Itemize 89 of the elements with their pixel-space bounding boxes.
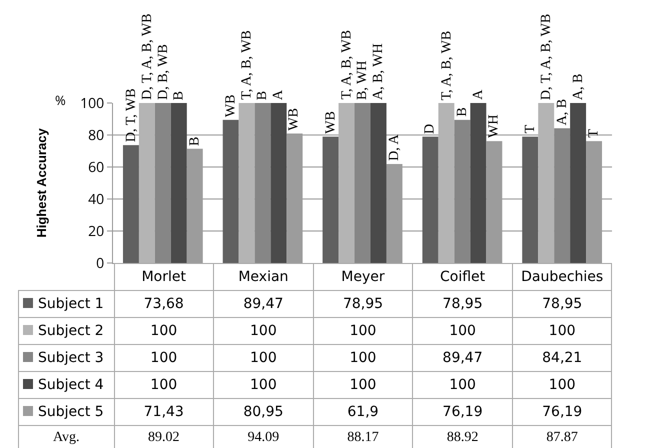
data-label: 76,19 (512, 398, 612, 426)
text: 88.92 (412, 426, 512, 448)
text: 88.17 (313, 426, 413, 448)
legend-label: Subject 2 (18, 318, 114, 344)
text: D, T, A, B, WB (140, 14, 155, 100)
bar (522, 136, 538, 263)
text: A, B, WH (370, 43, 386, 100)
annotation: WB (286, 108, 302, 131)
text: 94.09 (214, 426, 314, 448)
bar (570, 103, 586, 263)
y-tick-label: 20 (88, 222, 104, 241)
bar (270, 103, 287, 263)
legend-label: Subject 3 (18, 344, 114, 372)
data-label: 61,9 (313, 398, 413, 426)
x-tick-label: Morlet (114, 264, 214, 290)
text: B (255, 90, 270, 100)
data-label: 100 (114, 344, 214, 372)
bar (354, 103, 370, 263)
y-axis-title: Highest Accuracy (34, 128, 50, 238)
bar (122, 145, 139, 263)
annotation: WB (223, 94, 238, 118)
text: A, B (571, 74, 586, 100)
data-label: 100 (313, 318, 413, 344)
text: A (470, 88, 486, 100)
annotation: B (188, 136, 203, 146)
text: D, T, A, B, WB (539, 14, 554, 100)
legend-label: Subject 5 (18, 398, 114, 426)
y-tick-label: 40 (88, 190, 104, 209)
data-label: 100 (114, 372, 214, 398)
bar (454, 120, 470, 263)
data-label: 100 (412, 372, 512, 398)
text: B (171, 91, 186, 100)
y-tick-label: 80 (88, 126, 104, 145)
text: % (55, 91, 66, 109)
annotation: D, T, WB (124, 88, 139, 142)
text: 89.02 (114, 426, 214, 448)
y-tick-label: 100 (80, 94, 104, 113)
data-label: 100 (512, 372, 612, 398)
data-label: 100 (214, 372, 314, 398)
text: B, WH (355, 60, 370, 100)
bar (470, 103, 486, 263)
annotation: WB (323, 111, 338, 134)
bar (370, 103, 386, 263)
y-tick-label: 0 (96, 254, 104, 273)
x-tick-label: Meyer (313, 264, 413, 290)
x-tick-label: Mexian (214, 264, 314, 290)
text: T, A, B, WB (240, 30, 255, 100)
data-label: 89,47 (412, 344, 512, 372)
annotation: T (522, 124, 538, 134)
bar (254, 103, 271, 263)
data-label: 100 (313, 372, 413, 398)
data-label: 84,21 (512, 344, 612, 372)
annotation: A, B (554, 98, 570, 126)
bar (322, 136, 339, 263)
annotation: D, A (386, 134, 402, 161)
annotation: T (586, 128, 602, 138)
bar (170, 103, 187, 263)
data-label: 78,95 (412, 290, 512, 318)
legend-label: Subject 4 (18, 372, 114, 398)
data-label: 100 (214, 318, 314, 344)
data-label: 80,95 (214, 398, 314, 426)
data-label: 78,95 (313, 290, 413, 318)
bar (154, 103, 171, 263)
bar (422, 136, 438, 263)
annotation: D (422, 124, 438, 134)
data-label: 73,68 (114, 290, 214, 318)
data-label: 76,19 (412, 398, 512, 426)
data-label: 100 (313, 344, 413, 372)
data-label: 89,47 (214, 290, 314, 318)
annotation: B (454, 107, 470, 117)
text: T, A, B, WB (439, 30, 454, 100)
text: D, B, WB (156, 44, 171, 100)
x-tick-label: Daubechies (512, 264, 612, 290)
bar (222, 120, 239, 263)
data-label: 100 (412, 318, 512, 344)
y-tick-label: 60 (88, 158, 104, 177)
text: T, A, B, WB (340, 30, 355, 100)
x-tick-label: Coiflet (412, 264, 512, 290)
legend-label: Subject 1 (18, 290, 114, 318)
data-label: 100 (114, 318, 214, 344)
annotation: WH (486, 114, 502, 138)
data-label: 100 (214, 344, 314, 372)
data-label: 100 (512, 318, 612, 344)
text: A (271, 89, 286, 100)
bar (554, 128, 570, 263)
data-label: 71,43 (114, 398, 214, 426)
text: Avg. (18, 426, 114, 448)
data-label: 78,95 (512, 290, 612, 318)
text: 87.87 (512, 426, 612, 448)
